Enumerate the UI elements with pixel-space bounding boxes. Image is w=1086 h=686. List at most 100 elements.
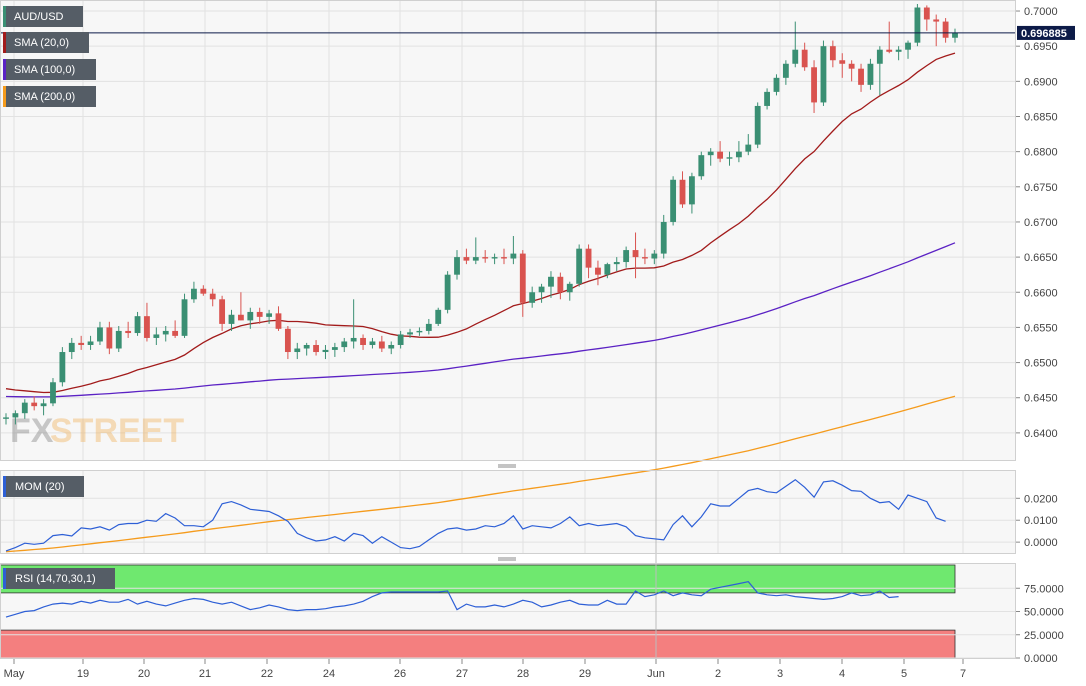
candle: [811, 60, 817, 113]
candle-body: [491, 257, 498, 259]
candle-body: [162, 330, 169, 335]
x-tick-label: May: [4, 668, 25, 680]
legend-sma100[interactable]: SMA (100,0): [3, 59, 96, 80]
candle: [162, 326, 169, 342]
price-y-tick-label: 0.6400: [1024, 428, 1058, 440]
y-axis-ticks: 0.6400 0.6450 0.6500 0.6550 0.6600 0.6650 0.67…: [1016, 6, 1064, 665]
candle: [444, 271, 451, 314]
mom-y-tick-label: 0.0000: [1024, 537, 1058, 549]
candle-body: [585, 248, 592, 268]
legend-symbol-label: AUD/USD: [14, 11, 64, 23]
candle: [858, 63, 864, 92]
candle-body: [820, 46, 827, 103]
candle: [125, 321, 132, 338]
candle: [331, 342, 338, 357]
candle-body: [698, 155, 705, 177]
candle: [144, 302, 150, 342]
candle-body: [726, 157, 733, 159]
candle: [764, 88, 770, 110]
sma100-line: [5, 242, 956, 398]
candle-body: [237, 314, 244, 321]
candle: [284, 326, 291, 360]
price-y-tick-label: 0.6700: [1024, 217, 1058, 229]
candle: [839, 53, 846, 78]
mom-polyline: [5, 478, 946, 552]
price-y-tick-label: 0.6650: [1024, 252, 1058, 264]
candle-body: [501, 257, 507, 259]
price-pane: [0, 0, 1016, 461]
legend-sma20[interactable]: SMA (20,0): [3, 32, 89, 53]
legend-mom[interactable]: MOM (20): [3, 476, 84, 497]
candle-body: [858, 68, 864, 85]
candle: [31, 396, 38, 411]
candle-body: [613, 262, 620, 265]
pane-resize-handle-2[interactable]: [498, 557, 516, 561]
candle: [388, 341, 395, 355]
legend-rsi-label: RSI (14,70,30,1): [15, 573, 96, 585]
sma200-line: [5, 395, 956, 553]
candle: [867, 58, 874, 90]
x-tick-label: 22: [261, 668, 273, 680]
candle-body: [50, 382, 56, 404]
candle: [754, 102, 761, 149]
candle-body: [416, 330, 423, 333]
candle-body: [3, 417, 9, 419]
candle: [557, 272, 564, 300]
candle: [820, 40, 827, 106]
legend-sma200[interactable]: SMA (200,0): [3, 86, 96, 107]
x-tick-label: 29: [579, 668, 591, 680]
candle-body: [623, 250, 630, 263]
price-y-tick-label: 0.6450: [1024, 393, 1058, 405]
candle-body: [754, 105, 761, 145]
legend-sma100-label: SMA (100,0): [14, 64, 75, 76]
rsi-y-tick-label: 25.0000: [1024, 630, 1064, 642]
candle: [181, 293, 188, 338]
candle: [923, 5, 930, 31]
candle-body: [303, 344, 310, 349]
candle-body: [200, 288, 207, 294]
candle-body: [115, 330, 122, 349]
candle: [688, 172, 695, 214]
candlestick-series: [3, 4, 958, 425]
candle: [698, 151, 705, 180]
candle-body: [548, 276, 554, 287]
price-y-tick-label: 0.6950: [1024, 41, 1058, 53]
candle: [585, 244, 592, 279]
candle: [886, 21, 893, 54]
rsi-series: [5, 581, 899, 618]
candle-body: [933, 19, 940, 22]
candle-body: [905, 42, 911, 50]
candle: [952, 28, 958, 43]
legend-mom-label: MOM (20): [15, 481, 65, 493]
rsi-y-tick-label: 75.0000: [1024, 583, 1064, 595]
pane-resize-handle-1[interactable]: [498, 464, 516, 468]
candle-body: [811, 67, 817, 103]
candle-body: [867, 63, 874, 85]
candle: [604, 262, 611, 279]
candle: [642, 248, 648, 265]
candle: [21, 399, 28, 419]
legend-rsi[interactable]: RSI (14,70,30,1): [3, 568, 115, 589]
rsi-y-tick-label: 50.0000: [1024, 607, 1064, 619]
candle: [942, 18, 949, 43]
candle-body: [829, 46, 836, 61]
candle-body: [472, 257, 479, 261]
candle: [792, 21, 799, 68]
legend-symbol[interactable]: AUD/USD: [3, 6, 83, 27]
candle: [115, 326, 122, 353]
candle-body: [425, 323, 432, 331]
candle-body: [538, 286, 545, 293]
candle-body: [942, 21, 949, 38]
candle-body: [510, 253, 517, 259]
candle-body: [632, 250, 639, 258]
candle: [463, 248, 470, 265]
candle-body: [191, 288, 197, 300]
candle-body: [529, 292, 536, 303]
candle-body: [153, 334, 160, 338]
price-pane-border: [0, 0, 1016, 461]
price-y-tick-label: 0.7000: [1024, 6, 1058, 18]
candle: [209, 288, 216, 307]
candle: [78, 335, 85, 350]
sma200-polyline: [5, 395, 956, 553]
candle: [322, 344, 329, 360]
